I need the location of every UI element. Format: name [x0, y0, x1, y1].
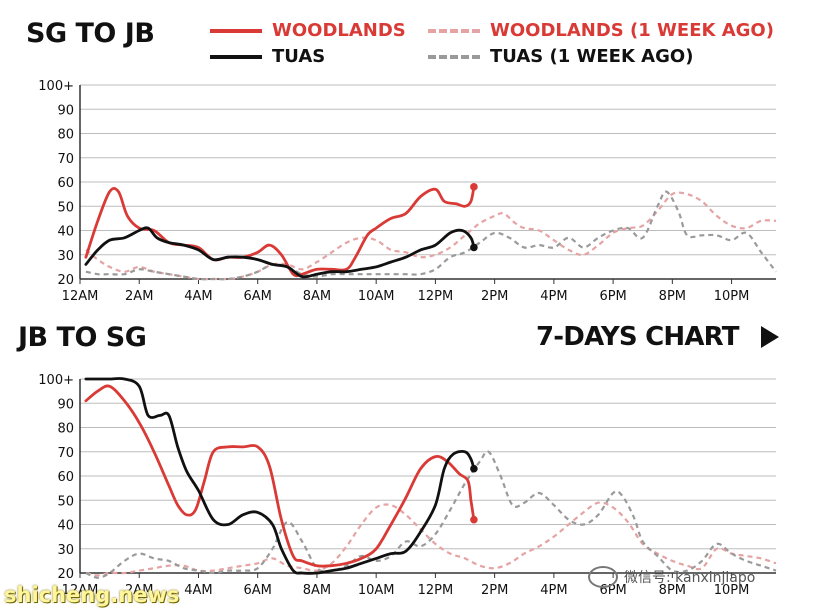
sg-to-jb-series-tuas-prev: [85, 190, 777, 281]
jb-to-sg-x-tick-label: 4PM: [540, 583, 567, 598]
jb-to-sg-series-woodlands: [84, 384, 476, 568]
sg-to-jb-y-tick-label: 80: [57, 128, 74, 143]
watermark-shicheng: shicheng.news: [4, 583, 180, 607]
jb-to-sg-y-tick-label: 60: [57, 470, 74, 485]
legend-swatch-tuas-prev: [428, 54, 480, 59]
sg-to-jb-y-tick-label: 40: [57, 225, 74, 240]
sg-to-jb-y-tick-label: 50: [57, 200, 74, 215]
jb-to-sg-x-tick-label: 6AM: [244, 583, 272, 598]
jb-to-sg-x-tick-label: 2AM: [125, 583, 153, 598]
seven-days-chart-link[interactable]: 7-DAYS CHART: [536, 322, 779, 352]
jb-to-sg-y-tick-label: 30: [57, 543, 74, 558]
legend-label-woodlands-prev: WOODLANDS (1 WEEK AGO): [490, 20, 774, 41]
sg-to-jb-end-marker-tuas: [470, 243, 478, 252]
sg-to-jb-x-tick-label: 8PM: [659, 289, 686, 304]
sg-to-jb-x-tick-label: 12PM: [418, 289, 454, 304]
jb-to-sg-x-tick-label: 10PM: [714, 583, 750, 598]
watermark-wechat: 微信号: kanxinjiapo: [588, 566, 755, 588]
legend-label-woodlands: WOODLANDS: [272, 20, 406, 41]
legend-label-tuas: TUAS: [272, 46, 326, 67]
jb-to-sg-y-tick-label: 80: [57, 422, 74, 437]
jb-to-sg-x-tick-label: 8AM: [303, 583, 331, 598]
sg-to-jb-y-tick-label: 100+: [38, 79, 74, 94]
sg-to-jb-x-tick-label: 4AM: [184, 289, 212, 304]
chart-title-sg-to-jb: SG TO JB: [26, 18, 155, 49]
jb-to-sg-y-tick-label: 70: [57, 446, 74, 461]
jb-to-sg-y-tick-label: 20: [57, 567, 74, 582]
jb-to-sg-y-tick-label: 40: [57, 519, 74, 534]
legend-swatch-woodlands: [210, 28, 262, 33]
jb-to-sg-x-tick-label: 10AM: [358, 583, 395, 598]
jb-to-sg-y-tick-label: 100+: [38, 373, 74, 388]
jb-to-sg-y-tick-label: 90: [57, 397, 74, 412]
sg-to-jb-y-tick-label: 70: [57, 152, 74, 167]
sg-to-jb-series-woodlands-prev: [85, 191, 777, 281]
jb-to-sg-series-tuas: [84, 377, 476, 575]
jb-to-sg-x-tick-label: 12AM: [62, 583, 99, 598]
jb-to-sg-x-tick-label: 12PM: [418, 583, 454, 598]
sg-to-jb-x-tick-label: 6PM: [599, 289, 626, 304]
sg-to-jb-x-tick-label: 2AM: [125, 289, 153, 304]
chart-jb-to-sg: 20 30 40 50 60 70 80 90 100+ 12AM 2AM 4AM 6AM 8AM 10AM…: [38, 373, 777, 598]
sg-to-jb-x-tick-label: 12AM: [62, 289, 99, 304]
sg-to-jb-x-tick-label: 10PM: [714, 289, 750, 304]
legend-woodlands-prev: WOODLANDS (1 WEEK AGO): [428, 20, 774, 41]
sg-to-jb-y-tick-label: 20: [57, 273, 74, 288]
legend-swatch-woodlands-prev: [428, 28, 480, 33]
jb-to-sg-x-tick-label: 8PM: [659, 583, 686, 598]
legend-tuas-prev: TUAS (1 WEEK AGO): [428, 46, 693, 67]
sg-to-jb-y-tick-label: 60: [57, 176, 74, 191]
watermark-wechat-label: 微信号: kanxinjiapo: [624, 570, 756, 586]
wechat-icon: [588, 566, 618, 588]
legend-swatch-tuas: [210, 54, 262, 59]
sg-to-jb-y-tick-label: 30: [57, 249, 74, 264]
legend-label-tuas-prev: TUAS (1 WEEK AGO): [490, 46, 694, 67]
sg-to-jb-x-tick-label: 10AM: [358, 289, 395, 304]
jb-to-sg-x-tick-label: 2PM: [481, 583, 508, 598]
seven-days-label: 7-DAYS CHART: [536, 322, 739, 352]
jb-to-sg-end-marker-woodlands: [470, 515, 478, 524]
sg-to-jb-y-tick-label: 90: [57, 103, 74, 118]
jb-to-sg-series-tuas-prev: [85, 450, 777, 579]
sg-to-jb-end-marker-woodlands: [470, 183, 478, 191]
jb-to-sg-x-tick-label: 4AM: [184, 583, 212, 598]
play-arrow-icon: [760, 326, 779, 348]
jb-to-sg-series-woodlands-prev: [85, 501, 777, 577]
sg-to-jb-x-tick-label: 4PM: [540, 289, 567, 304]
sg-to-jb-series-tuas: [84, 226, 476, 279]
sg-to-jb-x-tick-label: 8AM: [303, 289, 331, 304]
jb-to-sg-y-tick-label: 50: [57, 494, 74, 509]
sg-to-jb-x-tick-label: 2PM: [481, 289, 508, 304]
chart-sg-to-jb: 20 30 40 50 60 70 80 90 100+ 12AM 2AM 4AM 6AM 8AM 10AM…: [38, 79, 777, 304]
legend-tuas: TUAS: [210, 46, 325, 67]
sg-to-jb-x-tick-label: 6AM: [244, 289, 272, 304]
legend-woodlands: WOODLANDS: [210, 20, 406, 41]
sg-to-jb-series-woodlands: [84, 185, 476, 278]
chart-title-jb-to-sg: JB TO SG: [18, 322, 147, 353]
jb-to-sg-end-marker-tuas: [470, 464, 478, 473]
